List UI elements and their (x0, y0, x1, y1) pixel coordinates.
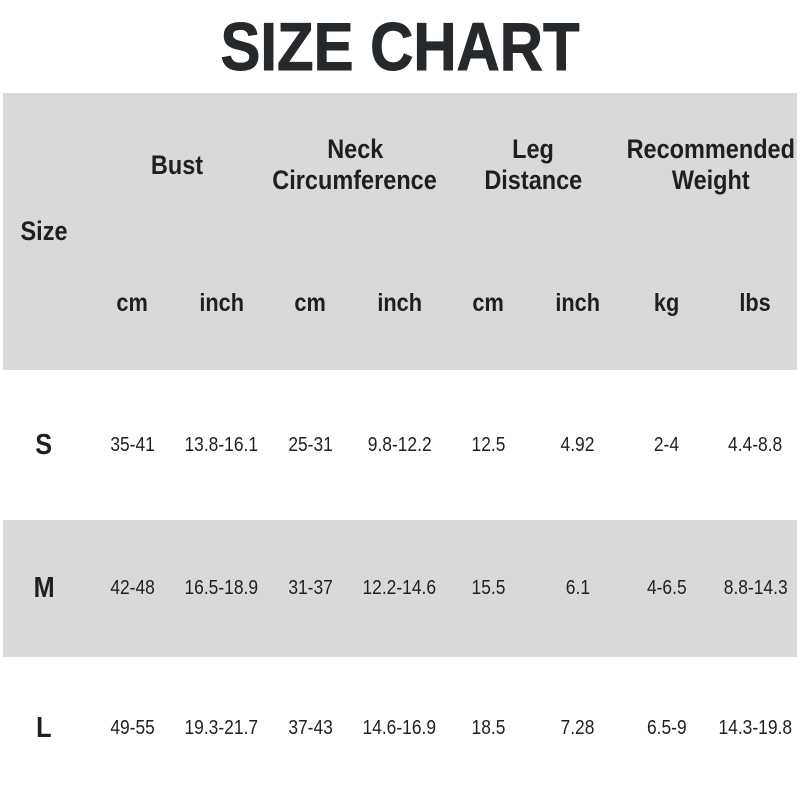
table-row-l: L 49-55 19.3-21.7 37-43 14.6-16.9 18.5 7… (0, 657, 800, 800)
value-cell-leg-inch: 7.28 (533, 657, 622, 800)
value-text: 13.8-16.1 (184, 433, 259, 456)
unit-header-bust-cm: cm (88, 237, 177, 370)
value-text: 42-48 (110, 577, 155, 599)
title-bar: SIZE CHART (0, 0, 800, 93)
row-label-text: S (35, 428, 53, 461)
row-label: S (0, 370, 88, 520)
group-header-line: Circumference (272, 165, 438, 195)
size-header-label: Size (20, 216, 68, 246)
unit-label: inch (199, 289, 244, 317)
unit-header-leg-inch: inch (533, 237, 622, 370)
value-text: 16.5-18.9 (184, 577, 259, 599)
value-text: 9.8-12.2 (367, 433, 432, 456)
value-text: 15.5 (471, 577, 506, 599)
unit-label: inch (377, 289, 422, 317)
unit-label: inch (555, 289, 600, 317)
group-header-line: Distance (484, 165, 582, 195)
group-header-bust: Bust (88, 93, 266, 237)
value-cell-neck-inch: 12.2-14.6 (355, 520, 444, 657)
unit-header-leg-cm: cm (444, 237, 533, 370)
row-label-text: L (36, 712, 52, 744)
value-text: 19.3-21.7 (184, 717, 259, 739)
value-text: 12.5 (471, 433, 506, 456)
unit-label: lbs (739, 289, 772, 317)
value-text: 6.1 (565, 577, 590, 599)
unit-header-weight-lbs: lbs (711, 237, 800, 370)
value-cell-bust-inch: 13.8-16.1 (177, 370, 266, 520)
value-cell-neck-inch: 9.8-12.2 (355, 370, 444, 520)
value-cell-neck-cm: 37-43 (266, 657, 355, 800)
unit-header-bust-inch: inch (177, 237, 266, 370)
value-cell-weight-lbs: 4.4-8.8 (711, 370, 800, 520)
row-label: L (0, 657, 88, 800)
group-header-recommended-weight: Recommended Weight (622, 93, 800, 237)
unit-label: kg (653, 289, 680, 317)
value-cell-leg-cm: 18.5 (444, 657, 533, 800)
row-label-text: M (33, 572, 55, 604)
value-cell-bust-cm: 35-41 (88, 370, 177, 520)
value-text: 25-31 (288, 433, 333, 456)
value-cell-neck-inch: 14.6-16.9 (355, 657, 444, 800)
value-text: 2-4 (653, 433, 680, 456)
value-cell-neck-cm: 25-31 (266, 370, 355, 520)
value-text: 14.6-16.9 (362, 717, 437, 739)
value-cell-leg-cm: 12.5 (444, 370, 533, 520)
group-header-line: Bust (150, 149, 204, 180)
value-text: 14.3-19.8 (718, 717, 793, 739)
value-text: 12.2-14.6 (362, 577, 437, 599)
value-cell-weight-kg: 2-4 (622, 370, 711, 520)
value-cell-weight-kg: 6.5-9 (622, 657, 711, 800)
table-row-m: M 42-48 16.5-18.9 31-37 12.2-14.6 15.5 6… (0, 520, 800, 657)
value-cell-bust-inch: 19.3-21.7 (177, 657, 266, 800)
value-text: 7.28 (560, 717, 595, 739)
value-cell-leg-cm: 15.5 (444, 520, 533, 657)
group-header-neck-circumference: Neck Circumference (266, 93, 444, 237)
column-header-size: Size (0, 93, 88, 370)
value-text: 4.92 (560, 433, 595, 456)
group-header-line: Neck (326, 134, 384, 164)
row-label: M (0, 520, 88, 657)
table-row-s: S 35-41 13.8-16.1 25-31 9.8-12.2 12.5 4.… (0, 370, 800, 520)
value-cell-neck-cm: 31-37 (266, 520, 355, 657)
value-text: 37-43 (288, 717, 333, 739)
value-text: 18.5 (471, 717, 506, 739)
value-text: 31-37 (288, 577, 333, 599)
group-header-line: Recommended (626, 134, 796, 164)
unit-header-neck-cm: cm (266, 237, 355, 370)
unit-label: cm (472, 289, 505, 317)
page-title: SIZE CHART (220, 8, 580, 85)
value-cell-bust-inch: 16.5-18.9 (177, 520, 266, 657)
value-cell-leg-inch: 4.92 (533, 370, 622, 520)
value-cell-bust-cm: 42-48 (88, 520, 177, 657)
unit-header-weight-kg: kg (622, 237, 711, 370)
group-header-line: Weight (672, 165, 750, 195)
value-text: 8.8-14.3 (723, 577, 788, 599)
value-text: 6.5-9 (646, 717, 687, 739)
value-cell-bust-cm: 49-55 (88, 657, 177, 800)
value-cell-leg-inch: 6.1 (533, 520, 622, 657)
unit-label: cm (294, 289, 327, 317)
value-text: 4-6.5 (646, 577, 687, 599)
value-cell-weight-lbs: 14.3-19.8 (711, 657, 800, 800)
value-text: 35-41 (110, 433, 155, 456)
unit-header-neck-inch: inch (355, 237, 444, 370)
group-header-leg-distance: Leg Distance (444, 93, 622, 237)
table-header: Size Bust Neck Circumference Leg Distanc… (0, 93, 800, 370)
value-text: 4.4-8.8 (728, 433, 783, 456)
value-text: 49-55 (110, 717, 155, 739)
unit-label: cm (116, 289, 149, 317)
value-cell-weight-kg: 4-6.5 (622, 520, 711, 657)
group-header-line: Leg (512, 134, 554, 164)
value-cell-weight-lbs: 8.8-14.3 (711, 520, 800, 657)
